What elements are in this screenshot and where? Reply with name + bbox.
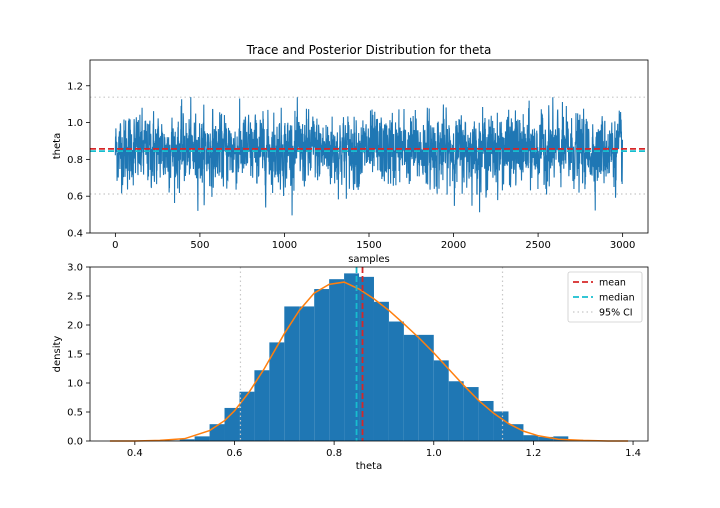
histogram-bar xyxy=(209,424,225,441)
trace-panel: Trace and Posterior Distribution for the… xyxy=(52,43,649,265)
trace-x-axis-label: samples xyxy=(348,254,390,265)
trace-x-tick-label: 3000 xyxy=(610,240,635,251)
posterior-y-tick-label: 1.5 xyxy=(67,350,83,361)
trace-y-tick-label: 0.4 xyxy=(67,229,83,240)
posterior-y-tick-label: 0.0 xyxy=(67,437,83,448)
trace-y-tick-label: 1.0 xyxy=(67,118,83,129)
posterior-panel: 0.4 0.6 0.8 1.0 1.2 1.40.00.51.01.52.02.53.0 … xyxy=(52,263,649,472)
legend-label: mean xyxy=(599,278,626,289)
histogram-bar xyxy=(523,435,539,441)
histogram-bar xyxy=(463,387,479,441)
posterior-x-tick-label: 0.8 xyxy=(326,448,342,459)
posterior-x-tick-label: 1.2 xyxy=(525,448,541,459)
posterior-reference-lines xyxy=(239,267,504,441)
histogram-bar xyxy=(344,273,360,441)
histogram-bar xyxy=(448,381,464,441)
posterior-x-axis-label: theta xyxy=(356,461,382,472)
posterior-x-tick-label: 1.0 xyxy=(426,448,442,459)
trace-line xyxy=(114,97,624,216)
histogram-bar xyxy=(179,439,195,441)
histogram-bar xyxy=(388,321,404,441)
histogram-bar xyxy=(314,289,330,441)
histogram-bar xyxy=(254,370,270,441)
legend: mean median 95% CI xyxy=(567,271,643,323)
posterior-y-tick-label: 2.5 xyxy=(67,292,83,303)
histogram-bar xyxy=(359,276,374,441)
trace-ticks: 0 500 1000 1500 2000 2500 3000 0.4 0.6 0.8 1.0 1.2 xyxy=(67,81,635,251)
kde-line xyxy=(109,281,629,442)
legend-box xyxy=(567,271,643,323)
posterior-axes-frame xyxy=(89,266,649,442)
trace-axes-frame xyxy=(89,59,649,234)
trace-x-tick-label: 1000 xyxy=(272,240,297,251)
trace-x-tick-label: 0 xyxy=(112,240,118,251)
chart-title: Trace and Posterior Distribution for the… xyxy=(246,43,492,57)
posterior-y-tick-label: 0.5 xyxy=(67,408,83,419)
posterior-x-tick-label: 0.6 xyxy=(227,448,243,459)
histogram-bar xyxy=(373,301,389,441)
trace-y-tick-label: 0.8 xyxy=(67,155,83,166)
histogram-bar xyxy=(284,306,300,441)
trace-y-axis-label: theta xyxy=(52,133,63,159)
trace-y-tick-label: 0.6 xyxy=(67,192,83,203)
kde-curve xyxy=(109,281,629,442)
trace-x-tick-label: 500 xyxy=(190,240,209,251)
legend-label: 95% CI xyxy=(599,308,633,319)
legend-label: median xyxy=(599,293,635,304)
trace-y-tick-label: 1.2 xyxy=(67,81,83,92)
histogram-bar xyxy=(299,306,315,441)
posterior-ticks: 0.4 0.6 0.8 1.0 1.2 1.4 0.0 0.5 1.0 1.5 2.0 2.5 3.0 xyxy=(67,263,641,460)
trace-reference-lines xyxy=(90,96,648,195)
histogram-bar xyxy=(329,279,345,441)
histogram-bar xyxy=(194,436,210,441)
histogram-bar xyxy=(508,424,524,441)
histogram-bar xyxy=(538,436,554,441)
trace-series xyxy=(90,97,648,216)
histogram-bar xyxy=(433,360,449,441)
posterior-y-tick-label: 3.0 xyxy=(67,263,83,274)
histogram-bar xyxy=(418,334,434,441)
trace-x-tick-label: 2500 xyxy=(525,240,550,251)
posterior-y-tick-label: 1.0 xyxy=(67,379,83,390)
posterior-x-tick-label: 0.4 xyxy=(127,448,143,459)
histogram-bar xyxy=(403,334,419,441)
posterior-y-tick-label: 2.0 xyxy=(67,321,83,332)
histogram-bar xyxy=(493,411,509,441)
histogram-bar xyxy=(478,400,494,441)
posterior-y-axis-label: density xyxy=(52,336,63,373)
trace-x-tick-label: 2000 xyxy=(441,240,466,251)
trace-x-tick-label: 1500 xyxy=(356,240,381,251)
posterior-x-tick-label: 1.4 xyxy=(625,448,641,459)
histogram-bar xyxy=(269,342,285,441)
histogram-bar xyxy=(239,391,255,441)
